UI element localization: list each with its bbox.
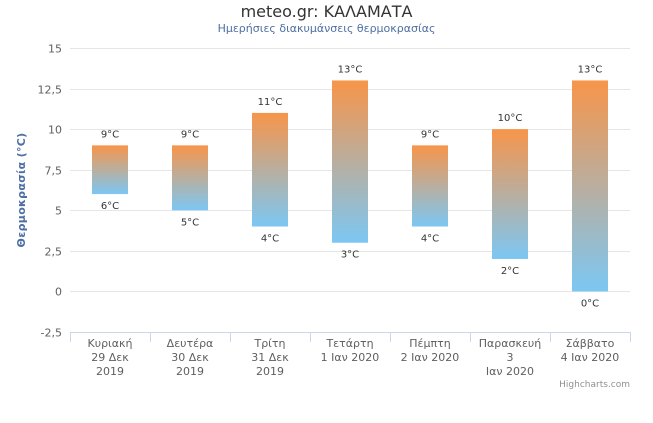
x-category-line: Ιαν 2020 (486, 365, 534, 378)
y-tick-label: 2,5 (45, 246, 63, 259)
y-tick-label: 0 (55, 286, 62, 299)
x-category-line: Δευτέρα (167, 337, 214, 350)
y-tick-label: 7,5 (45, 165, 63, 178)
x-category-label: Σάββατο 4 Ιαν 2020 (561, 337, 620, 364)
x-category-label: Δευτέρα 30 Δεκ 2019 (167, 337, 214, 378)
y-tick-label: -2,5 (41, 327, 62, 340)
chart-title: meteo.gr: ΚΑΛΑΜΑΤΑ (241, 2, 413, 21)
x-category-line: 2019 (256, 365, 284, 378)
x-category-line: 2019 (176, 365, 204, 378)
temperature-range-bar[interactable] (252, 112, 288, 227)
x-category-label: Τετάρτη 1 Ιαν 2020 (321, 337, 380, 364)
bar-series (92, 80, 608, 292)
low-temp-label: 0°C (581, 298, 599, 309)
x-category-line: 2019 (96, 365, 124, 378)
x-category-line: Τρίτη (253, 337, 285, 350)
x-category-line: 4 Ιαν 2020 (561, 351, 620, 364)
credits-link[interactable]: Highcharts.com (559, 380, 630, 390)
high-temp-label: 10°C (498, 113, 523, 124)
x-category-line: 3 (507, 351, 514, 364)
x-category-label: Τρίτη 31 Δεκ 2019 (251, 337, 289, 378)
high-temp-label: 9°C (421, 129, 439, 140)
chart-subtitle: Ημερήσιες διακυμάνσεις θερμοκρασίας (218, 22, 436, 35)
high-temp-label: 9°C (181, 129, 199, 140)
x-category-line: Πέμπτη (409, 337, 450, 350)
x-category-line: 29 Δεκ (91, 351, 129, 364)
temperature-range-bar[interactable] (492, 129, 528, 259)
x-category-line: Παρασκευή (479, 337, 542, 350)
x-category-line: 31 Δεκ (251, 351, 289, 364)
high-temp-label: 13°C (338, 64, 363, 75)
x-category-label: Παρασκευή 3 Ιαν 2020 (479, 337, 542, 378)
high-temp-label: 11°C (258, 97, 283, 108)
high-temp-label: 9°C (101, 129, 119, 140)
x-category-line: Σάββατο (566, 337, 615, 350)
low-temp-label: 6°C (101, 201, 119, 212)
data-labels: 9°C 6°C 9°C 5°C 11°C 4°C 13°C 3°C 9°C 4°C 10°C 2°C 1… (101, 64, 603, 309)
temperature-range-bar[interactable] (92, 145, 128, 195)
x-category-line: 1 Ιαν 2020 (321, 351, 380, 364)
y-axis-ticks: -2,5 0 2,5 5 7,5 10 12,5 15 (38, 43, 63, 340)
y-tick-label: 5 (55, 205, 62, 218)
low-temp-label: 5°C (181, 217, 199, 228)
temperature-range-bar[interactable] (572, 80, 608, 292)
x-category-label: Πέμπτη 2 Ιαν 2020 (401, 337, 460, 364)
low-temp-label: 2°C (501, 266, 519, 277)
temperature-range-bar[interactable] (412, 145, 448, 227)
x-category-line: Κυριακή (88, 337, 133, 350)
x-category-line: 30 Δεκ (171, 351, 209, 364)
y-tick-label: 15 (48, 43, 62, 56)
y-tick-label: 12,5 (38, 84, 63, 97)
x-category-label: Κυριακή 29 Δεκ 2019 (88, 337, 133, 378)
temperature-range-bar[interactable] (172, 145, 208, 211)
x-category-line: Τετάρτη (325, 337, 373, 350)
high-temp-label: 13°C (578, 64, 603, 75)
y-axis-title: Θερμοκρασία (°C) (15, 133, 28, 248)
low-temp-label: 4°C (261, 234, 279, 245)
low-temp-label: 4°C (421, 234, 439, 245)
y-tick-label: 10 (48, 124, 62, 137)
low-temp-label: 3°C (341, 250, 359, 261)
x-category-line: 2 Ιαν 2020 (401, 351, 460, 364)
temperature-range-bar[interactable] (332, 80, 368, 243)
